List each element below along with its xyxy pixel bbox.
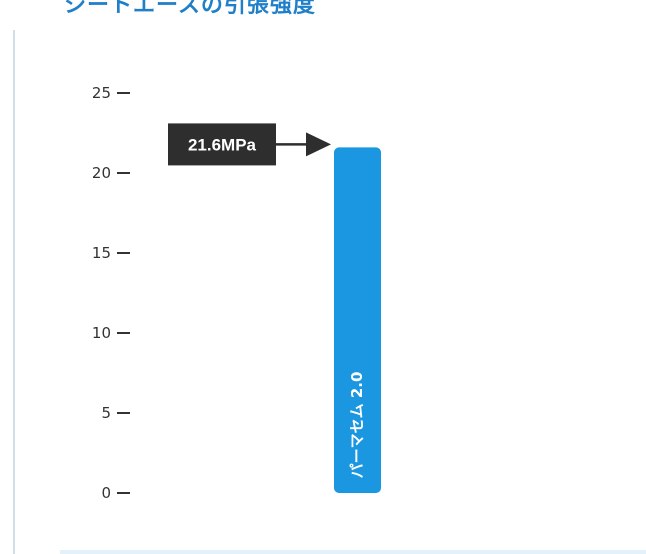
bottom-border-strip (60, 550, 646, 554)
y-tick-label: 25 (92, 84, 111, 102)
y-axis: 0 5 10 15 20 25 (92, 84, 130, 502)
y-tick-label: 20 (92, 164, 111, 182)
left-border-rule (13, 30, 15, 554)
callout-value-label: 21.6MPa (188, 135, 257, 154)
y-tick-label: 15 (92, 244, 111, 262)
bar (334, 147, 381, 493)
callout-box (168, 123, 276, 166)
callout-arrow-head (306, 132, 331, 157)
y-tick-label: 0 (101, 484, 111, 502)
y-tick-label: 10 (92, 324, 111, 342)
bars: パーマセム 2.0 (334, 147, 381, 493)
value-callout: 21.6MPa (168, 123, 331, 166)
y-tick-label: 5 (101, 404, 111, 422)
bar-category-label: パーマセム 2.0 (348, 372, 366, 479)
chart-heading: シートエースの引張強度 (64, 0, 316, 18)
